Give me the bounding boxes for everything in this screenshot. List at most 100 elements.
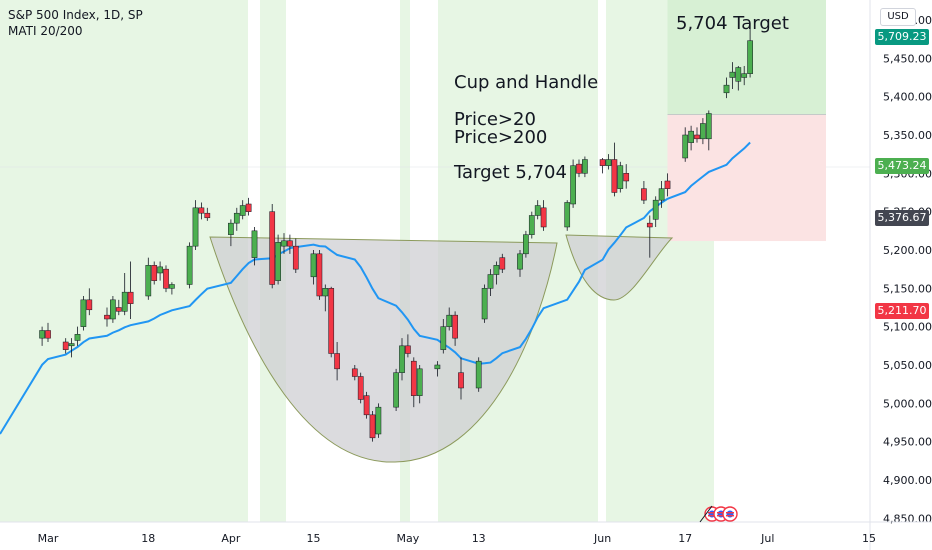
candle[interactable] xyxy=(275,234,281,285)
candle[interactable] xyxy=(74,326,81,346)
candle[interactable] xyxy=(534,200,541,220)
candle[interactable] xyxy=(192,200,199,250)
candle[interactable] xyxy=(375,403,382,438)
candle[interactable] xyxy=(363,391,370,419)
event-flags[interactable] xyxy=(699,505,738,523)
candle[interactable] xyxy=(741,65,748,86)
candles[interactable] xyxy=(39,27,753,442)
candle-body xyxy=(233,212,240,224)
candle[interactable] xyxy=(599,157,606,174)
candle[interactable] xyxy=(452,311,458,346)
candle[interactable] xyxy=(564,200,571,231)
candle[interactable] xyxy=(434,361,441,377)
candle[interactable] xyxy=(45,322,51,342)
candle[interactable] xyxy=(322,284,329,312)
candle[interactable] xyxy=(80,295,87,331)
target-zone xyxy=(667,0,826,115)
candle[interactable] xyxy=(729,62,736,89)
candle[interactable] xyxy=(198,202,205,220)
candle[interactable] xyxy=(605,154,612,170)
candle[interactable] xyxy=(39,326,45,346)
candle[interactable] xyxy=(110,295,116,323)
candle[interactable] xyxy=(493,261,500,285)
candle[interactable] xyxy=(281,233,287,254)
candle[interactable] xyxy=(169,282,175,295)
candle[interactable] xyxy=(239,200,246,220)
candle[interactable] xyxy=(570,159,576,208)
candle[interactable] xyxy=(475,357,482,392)
candle[interactable] xyxy=(623,164,630,189)
candle[interactable] xyxy=(747,27,753,78)
candle[interactable] xyxy=(440,318,447,354)
candle[interactable] xyxy=(127,261,134,319)
candle[interactable] xyxy=(233,207,240,231)
candle-body xyxy=(351,368,358,377)
candle[interactable] xyxy=(700,118,706,145)
candle[interactable] xyxy=(269,203,276,289)
candle[interactable] xyxy=(151,261,158,285)
candle[interactable] xyxy=(499,253,506,273)
candle[interactable] xyxy=(145,257,152,300)
candle[interactable] xyxy=(62,338,69,354)
candle[interactable] xyxy=(705,110,712,151)
candle[interactable] xyxy=(245,197,252,216)
candle[interactable] xyxy=(688,125,694,151)
candle[interactable] xyxy=(104,307,110,327)
candle[interactable] xyxy=(163,265,169,293)
candle[interactable] xyxy=(328,286,335,358)
symbol-title[interactable]: S&P 500 Index, 1D, SP xyxy=(8,8,143,22)
candle[interactable] xyxy=(410,357,417,408)
candle[interactable] xyxy=(658,180,665,208)
candle[interactable] xyxy=(405,334,411,358)
candle[interactable] xyxy=(682,127,689,162)
candle[interactable] xyxy=(157,261,163,281)
candle[interactable] xyxy=(115,299,122,316)
candle[interactable] xyxy=(641,180,647,204)
candle[interactable] xyxy=(228,219,234,247)
candle[interactable] xyxy=(357,372,364,404)
price-axis[interactable]: 5,650.005,600.005,550.005,500.005,450.00… xyxy=(869,0,932,550)
candle[interactable] xyxy=(540,200,547,231)
candle[interactable] xyxy=(735,65,742,91)
candle[interactable] xyxy=(528,211,535,239)
candle[interactable] xyxy=(204,207,211,221)
candle[interactable] xyxy=(458,357,464,400)
candle[interactable] xyxy=(121,272,128,316)
candle[interactable] xyxy=(576,159,582,178)
candle[interactable] xyxy=(646,215,653,258)
candle[interactable] xyxy=(68,338,75,358)
candle-body xyxy=(121,291,128,312)
candle[interactable] xyxy=(186,242,193,289)
candle[interactable] xyxy=(399,338,405,381)
candle[interactable] xyxy=(611,142,618,197)
candle[interactable] xyxy=(481,284,488,323)
candle-body xyxy=(399,345,405,373)
candle[interactable] xyxy=(310,249,317,285)
candle[interactable] xyxy=(582,156,588,178)
candle[interactable] xyxy=(723,77,730,99)
candle[interactable] xyxy=(369,410,376,442)
candle[interactable] xyxy=(517,249,523,277)
candle[interactable] xyxy=(393,368,399,411)
candle[interactable] xyxy=(334,341,340,381)
indicator-label[interactable]: MATI 20/200 xyxy=(8,24,83,38)
candle[interactable] xyxy=(487,269,494,296)
candle[interactable] xyxy=(446,307,453,331)
candle[interactable] xyxy=(292,238,299,273)
candle[interactable] xyxy=(251,226,258,266)
candle[interactable] xyxy=(652,196,659,227)
candle[interactable] xyxy=(694,127,700,143)
candle[interactable] xyxy=(316,249,323,300)
candle[interactable] xyxy=(617,161,624,193)
event-flag-icon[interactable] xyxy=(722,506,738,522)
candle[interactable] xyxy=(416,364,423,404)
currency-button[interactable]: USD xyxy=(880,8,916,26)
candle[interactable] xyxy=(86,288,93,316)
time-axis[interactable]: Mar 18 Apr 15 May 13 Jun 17 Jul 15 xyxy=(0,521,932,545)
candle[interactable] xyxy=(351,364,358,381)
candle[interactable] xyxy=(523,230,529,258)
candle[interactable] xyxy=(664,173,671,197)
candle[interactable] xyxy=(287,234,293,254)
candle-body xyxy=(281,240,287,247)
